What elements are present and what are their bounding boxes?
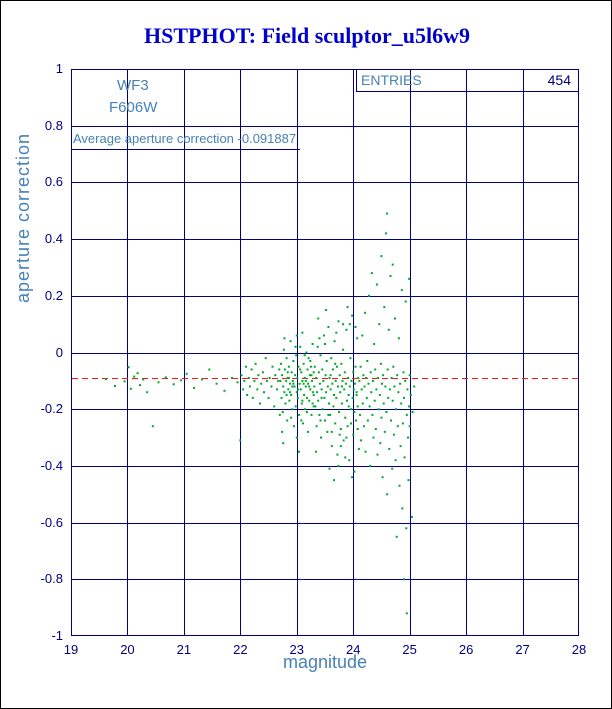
filter-label: F606W (109, 99, 158, 116)
entries-value: 454 (547, 72, 571, 88)
y-axis-title: aperture correction (13, 132, 33, 304)
x-tick-label: 26 (458, 642, 474, 657)
y-tick-label: -0.2 (40, 401, 63, 417)
y-tick-label: -0.4 (40, 457, 63, 473)
plot-frame (71, 69, 579, 636)
x-tick-label: 22 (233, 642, 248, 657)
y-tick-label: 0.6 (44, 174, 63, 190)
y-tick-label: -0.8 (40, 571, 63, 587)
x-tick-label: 19 (63, 642, 79, 657)
camera-label: WF3 (117, 77, 149, 94)
y-tick-label: -0.6 (40, 514, 63, 530)
x-tick-label: 25 (402, 642, 417, 657)
y-tick-label: 0.4 (44, 231, 63, 247)
page-title: HSTPHOT: Field sculptor_u5l6w9 (144, 23, 470, 48)
y-tick-label: 1 (55, 61, 63, 76)
plot-svg (71, 69, 579, 636)
average-annotation: Average aperture correction -0.091887 (72, 131, 301, 150)
y-tick-label: -1 (51, 628, 63, 643)
plot-area: WF3 F606W Average aperture correction -0… (71, 69, 579, 636)
scatter-points (105, 212, 416, 615)
entries-box (356, 69, 579, 92)
x-tick-label: 27 (515, 642, 530, 657)
entries-label: ENTRIES (361, 72, 422, 88)
y-tick-label: 0.2 (44, 287, 63, 303)
grid-lines (71, 69, 579, 636)
x-axis-title: magnitude (282, 652, 368, 672)
y-tick-label: 0 (55, 344, 63, 360)
x-tick-label: 23 (289, 642, 304, 657)
y-tick-label: 0.8 (44, 117, 63, 133)
x-tick-label: 21 (176, 642, 192, 657)
x-tick-label: 20 (120, 642, 135, 657)
x-tick-label: 28 (571, 642, 587, 657)
x-tick-label: 24 (345, 642, 361, 657)
